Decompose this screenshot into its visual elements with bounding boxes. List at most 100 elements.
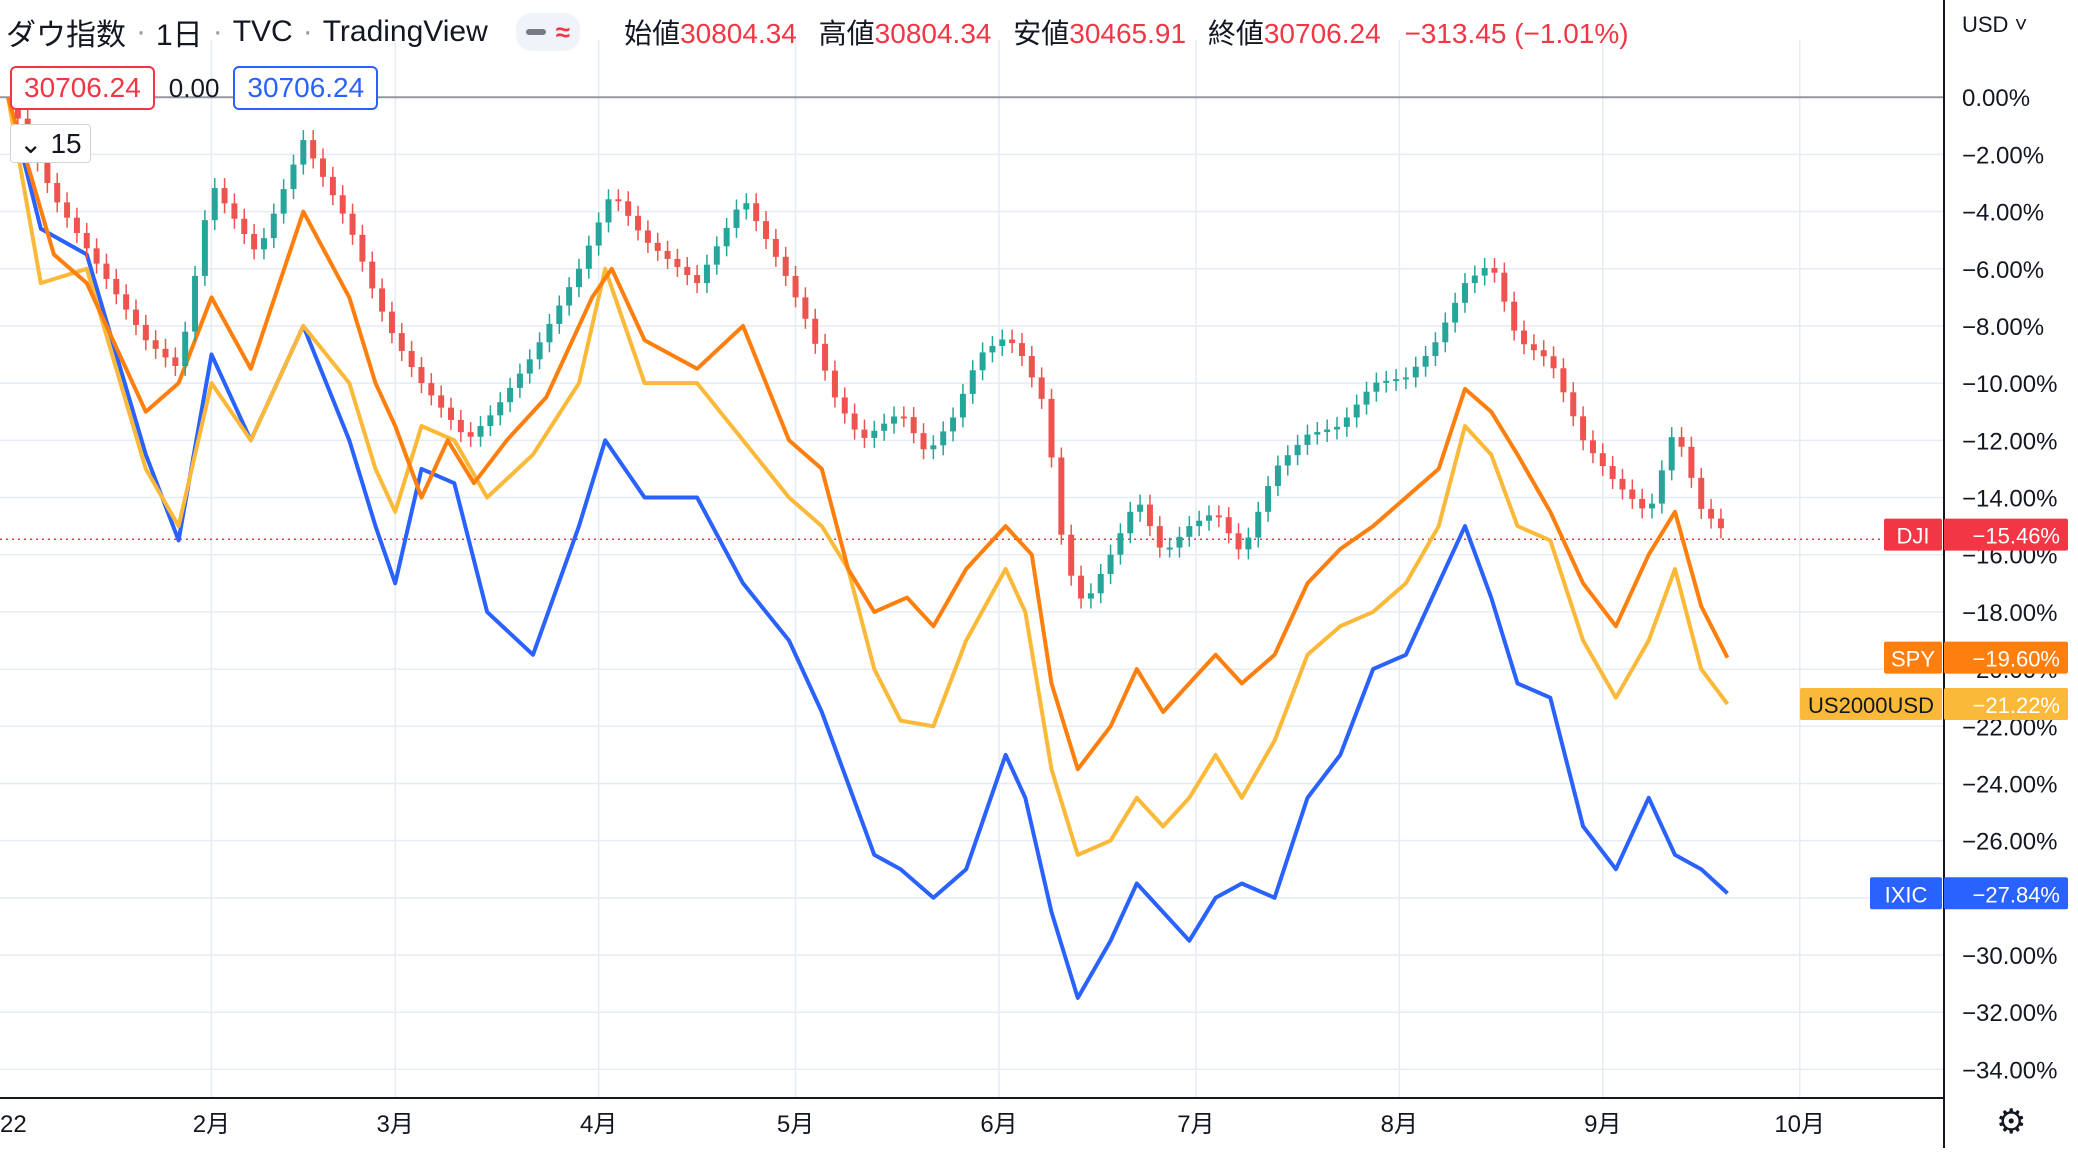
candle-body bbox=[142, 324, 149, 341]
last-value-badge bbox=[1944, 877, 2068, 910]
separator: · bbox=[136, 15, 146, 48]
candle-body bbox=[1294, 444, 1301, 456]
sell-price[interactable]: 30706.24 bbox=[10, 66, 155, 110]
separator: · bbox=[212, 15, 223, 48]
series-name-badge bbox=[1800, 687, 1942, 720]
candle-body bbox=[251, 234, 258, 250]
series-line-spy bbox=[6, 96, 1730, 772]
candle-body bbox=[507, 387, 514, 403]
candle-body bbox=[73, 217, 80, 234]
interval[interactable]: 1日 bbox=[156, 19, 203, 52]
candle-body bbox=[339, 195, 346, 214]
candle-body bbox=[1609, 466, 1616, 479]
candle-body bbox=[930, 445, 937, 450]
candle-body bbox=[595, 222, 602, 246]
candle-body bbox=[940, 431, 947, 446]
candle-body bbox=[644, 230, 651, 243]
wave-icon[interactable]: ≈ bbox=[555, 16, 571, 47]
candle-body bbox=[1717, 518, 1724, 529]
candle-body bbox=[1580, 416, 1587, 441]
candle-body bbox=[635, 215, 642, 231]
open-value: 30804.34 bbox=[680, 18, 797, 49]
candle-body bbox=[418, 367, 425, 384]
y-tick-label: 0.00% bbox=[1962, 85, 2030, 112]
candle-body bbox=[1225, 517, 1232, 534]
candle-body bbox=[1402, 377, 1409, 380]
candle-body bbox=[1186, 526, 1193, 537]
candle-body bbox=[1333, 426, 1340, 430]
candle-body bbox=[890, 416, 897, 424]
series-line-ixic bbox=[6, 96, 1729, 1000]
candle-body bbox=[93, 248, 100, 264]
series-name-text: SPY bbox=[1891, 647, 1935, 672]
x-tick-label: 5月 bbox=[777, 1111, 814, 1138]
candle-body bbox=[723, 227, 730, 247]
candle-body bbox=[1156, 526, 1163, 548]
candle-body bbox=[1284, 455, 1291, 466]
candle-body bbox=[44, 161, 51, 183]
candle-body bbox=[812, 318, 819, 344]
candles-dji bbox=[14, 87, 1724, 609]
candle-body bbox=[1127, 511, 1134, 534]
candle-body bbox=[1068, 534, 1075, 576]
chevron-down-icon[interactable]: ⌄ bbox=[19, 128, 43, 159]
candle-body bbox=[585, 245, 592, 269]
candle-body bbox=[763, 221, 770, 239]
y-tick-label: −26.00% bbox=[1962, 829, 2057, 856]
currency-selector[interactable]: USD ˅ bbox=[1962, 12, 2027, 38]
candle-body bbox=[969, 370, 976, 394]
gear-icon[interactable]: ⚙ bbox=[1996, 1103, 2027, 1141]
candle-body bbox=[1649, 503, 1656, 509]
symbol-name[interactable]: ダウ指数 bbox=[6, 19, 126, 52]
candle-body bbox=[1363, 391, 1370, 405]
candle-body bbox=[625, 201, 632, 216]
chevron-down-icon[interactable]: ˅ bbox=[2008, 12, 2028, 37]
candle-body bbox=[979, 352, 986, 371]
candle-body bbox=[1265, 486, 1272, 512]
candle-body bbox=[851, 413, 858, 430]
open-label: 始値 bbox=[624, 18, 681, 49]
candle-body bbox=[900, 416, 907, 419]
candle-body bbox=[1383, 380, 1390, 383]
legend-header: ダウ指数 · 1日 · TVC · TradingView ≈ 始値30804.… bbox=[0, 6, 1629, 58]
candle-body bbox=[398, 333, 405, 351]
candle-body bbox=[1206, 515, 1213, 521]
change-value: −313.45 (−1.01%) bbox=[1404, 18, 1629, 49]
candle-body bbox=[1491, 268, 1498, 273]
candle-body bbox=[1452, 302, 1459, 323]
last-value-badge bbox=[1944, 687, 2068, 720]
candle-body bbox=[1274, 465, 1281, 487]
candle-body bbox=[1461, 283, 1468, 303]
candle-body bbox=[546, 323, 553, 343]
indicators-toggle[interactable]: ⌄ 15 bbox=[10, 124, 91, 163]
candle-body bbox=[743, 203, 750, 210]
buy-price[interactable]: 30706.24 bbox=[233, 66, 379, 110]
candle-body bbox=[1658, 470, 1665, 504]
x-tick-label: 22 bbox=[0, 1111, 27, 1138]
candle-body bbox=[1540, 350, 1547, 357]
candle-body bbox=[989, 345, 996, 353]
candle-body bbox=[447, 407, 454, 420]
currency-label: USD bbox=[1962, 12, 2009, 37]
candle-body bbox=[1393, 379, 1400, 382]
candle-body bbox=[477, 426, 484, 437]
eye-icon[interactable] bbox=[525, 29, 546, 35]
candle-body bbox=[1176, 536, 1183, 548]
candle-body bbox=[408, 350, 415, 368]
candle-body bbox=[201, 220, 208, 276]
candle-body bbox=[172, 357, 179, 366]
candle-body bbox=[959, 393, 966, 418]
candle-body bbox=[1009, 339, 1016, 344]
candle-body bbox=[1087, 593, 1094, 599]
candle-body bbox=[1589, 440, 1596, 454]
candle-body bbox=[467, 432, 474, 437]
series-name-text: DJI bbox=[1897, 524, 1930, 549]
compare-toggle[interactable]: ≈ bbox=[515, 13, 581, 51]
candle-body bbox=[792, 275, 799, 298]
candle-body bbox=[1639, 498, 1646, 509]
candle-body bbox=[605, 199, 612, 223]
candle-body bbox=[1196, 520, 1203, 527]
candle-body bbox=[1619, 478, 1626, 490]
